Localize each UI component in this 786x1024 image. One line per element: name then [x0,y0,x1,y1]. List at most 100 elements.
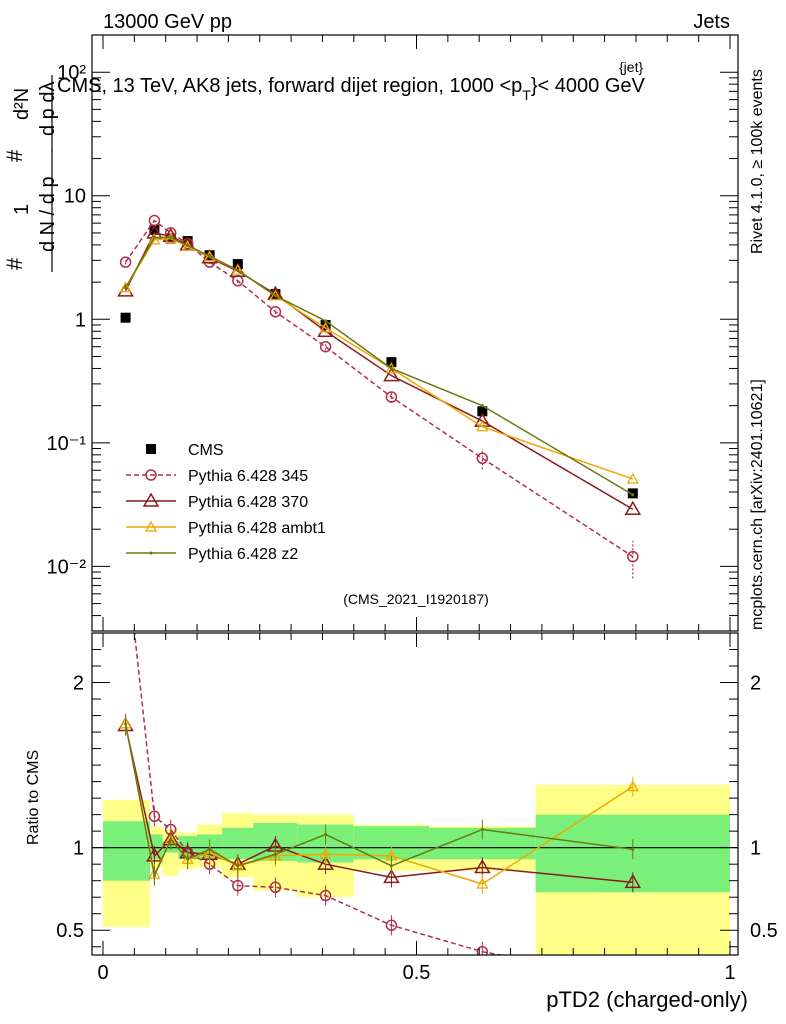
ratio-point-z2 [324,832,328,836]
data-point-z2 [169,235,173,239]
data-point-p345 [119,256,132,268]
data-point-p345 [319,340,332,353]
ratio-point-z2 [124,722,128,726]
ratio-point-ambt1 [626,780,639,792]
data-point-z2 [208,254,212,258]
legend-label-p370: Pythia 6.428 370 [188,494,308,511]
data-point-p370 [624,500,642,516]
data-point-cms [149,224,160,235]
ratio-y-tick-label: 2 [73,673,84,695]
ratio-point-p370 [474,858,491,874]
ratio-point-p370 [383,868,400,884]
data-point-cms [477,406,488,417]
ratio-point-ambt1 [319,847,332,859]
ratio-y-tick-label-right: 1 [750,838,761,860]
ratio-point-p345 [121,545,131,555]
ratio-frame [91,632,739,956]
ylabel-hash1: # [2,257,27,270]
ratio-point-z2 [152,874,156,878]
y-tick-label: 10⁻² [47,556,87,578]
ratio-series-group [117,545,642,985]
data-point-p345 [627,550,639,563]
data-point-ambt1 [319,321,332,333]
ratio-point-z2 [186,857,190,861]
ratio-point-ambt1 [476,877,489,889]
y-tick-label: 10 [64,186,86,208]
plot-title-sub: T [522,87,531,103]
data-point-ambt1 [119,281,132,293]
data-point-ambt1 [181,239,194,251]
ratio-y-tick-label: 0.5 [56,920,84,942]
ratio-point-z2 [236,864,240,868]
x-tick-label: 0.5 [403,962,431,984]
ratio-point-p345 [232,879,244,892]
legend-label-cms: CMS [188,442,224,459]
ratio-point-p345 [269,881,282,894]
data-point-z2 [152,235,156,239]
ratio-y-tick-label-right: 2 [750,673,761,695]
mcplots-label: mcplots.cern.ch [arXiv:2401.10621] [749,379,766,630]
data-point-p370 [162,227,180,243]
band-inner [222,827,254,860]
y-tick-label: 1 [75,309,86,331]
data-point-ambt1 [203,250,216,262]
legend-marker-cms [146,444,156,454]
ratio-y-tick-label-right: 0.5 [750,920,778,942]
data-point-p345 [269,306,282,318]
x-tick-label: 1 [724,962,735,984]
data-point-z2 [480,404,484,408]
axes-group: 0 0.5 1 10⁻² 10⁻¹ 1 10 10² 0.5 0.5 1 1 2 2 [47,34,778,984]
legend-label-ambt1: Pythia 6.428 ambt1 [188,520,326,537]
ratio-point-z2 [631,847,635,851]
rivet-label: Rivet 4.1.0, ≥ 100k events [749,69,766,254]
ratio-point-p345 [148,810,161,823]
ylabel-den1: d N / d p [37,176,59,252]
data-point-z2 [124,286,128,290]
ratio-point-p370 [624,873,642,889]
ratio-point-p370 [317,855,334,870]
data-point-z2 [186,244,190,248]
legend-marker-p345 [145,469,157,481]
data-point-ambt1 [626,472,639,484]
legend-label-p345: Pythia 6.428 345 [188,468,308,485]
band-inner [146,821,151,881]
analysis-label: (CMS_2021_I1920187) [343,591,489,607]
data-point-p345 [385,391,398,403]
ratio-point-p345 [628,975,638,985]
legend-marker-ambt1 [144,520,158,532]
data-point-ambt1 [476,420,489,432]
ylabel-den2: d p dλ [37,82,59,136]
ratio-uncertainty-bands [92,784,738,955]
data-point-z2 [273,294,277,298]
ratio-point-p345 [476,945,489,955]
ylabel-hash2: # [2,149,27,162]
ratio-point-z2 [389,864,393,868]
plot-title: CMS, 13 TeV, AK8 jets, forward dijet reg… [57,75,646,103]
plot-title-sup: {jet} [619,59,643,75]
data-point-z2 [389,366,393,370]
main-series-group [117,214,642,579]
ratio-point-z2 [208,847,212,851]
header-jets: Jets [693,11,730,33]
data-point-ambt1 [269,289,282,301]
data-point-p370 [383,367,400,382]
band-inner [103,821,147,881]
ratio-y-label: Ratio to CMS [25,750,42,845]
y-tick-label: 10⁻¹ [47,433,87,455]
y-axis-label: # 1 d N / d p # d²N d p dλ [2,82,59,270]
data-point-z2 [236,268,240,272]
ratio-point-p345 [385,919,398,932]
ratio-point-p345 [319,889,332,902]
legend-label-z2: Pythia 6.428 z2 [188,546,298,563]
ratio-point-z2 [273,852,277,856]
x-axis-label: pTD2 (charged-only) [546,987,748,1012]
legend-marker-p370 [142,492,160,507]
plot-title-end: }< 4000 GeV [531,75,646,97]
data-point-z2 [631,493,635,497]
main-frame [91,34,739,632]
ratio-y-tick-label: 1 [73,838,84,860]
data-point-p345 [476,452,489,465]
legend: CMS Pythia 6.428 345 Pythia 6.428 370 Pythi… [126,442,326,563]
data-point-ambt1 [148,233,161,245]
